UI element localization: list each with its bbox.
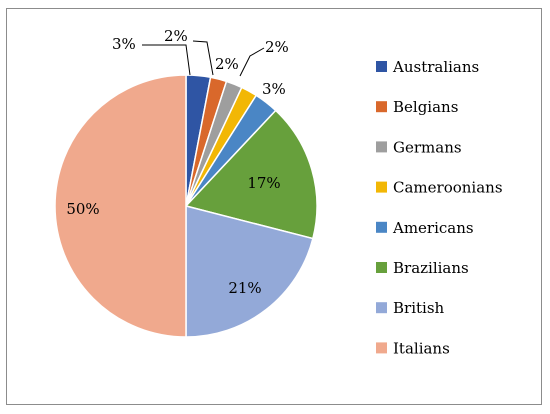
legend-swatch-belgians (376, 101, 387, 113)
data-label-germans: 2% (215, 55, 239, 73)
legend-label-australians: Australians (392, 58, 479, 76)
data-label-belgians: 2% (164, 27, 188, 45)
legend-swatch-brazilians (376, 262, 387, 273)
legend-label-british: British (393, 299, 445, 317)
legend-swatch-germans (376, 141, 387, 153)
legend-swatch-americans (376, 221, 387, 233)
data-label-italians: 50% (66, 200, 99, 218)
leader-line-cameroonians (239, 47, 265, 77)
pie-slice-italians (54, 74, 187, 338)
legend-label-germans: Germans (393, 138, 462, 156)
pie-slice-brazilians (184, 109, 318, 240)
legend-label-brazilians: Brazilians (393, 259, 469, 277)
legend-label-italians: Italians (393, 339, 450, 357)
legend-swatch-australians (376, 61, 387, 72)
data-label-british: 21% (228, 279, 261, 297)
data-label-australians: 3% (112, 35, 136, 53)
legend-swatch-italians (376, 342, 387, 354)
legend-swatch-cameroonians (376, 181, 387, 193)
data-label-americans: 3% (262, 80, 286, 98)
legend-label-belgians: Belgians (393, 98, 458, 116)
pie-slice-british (185, 205, 314, 338)
legend-label-cameroonians: Cameroonians (393, 179, 503, 197)
data-label-brazilians: 17% (247, 174, 280, 192)
legend-swatch-british (376, 302, 387, 314)
leader-line-australians (142, 44, 191, 76)
legend-label-americans: Americans (392, 219, 474, 237)
leader-line-belgians (192, 40, 214, 76)
data-label-cameroonians: 2% (265, 38, 289, 56)
